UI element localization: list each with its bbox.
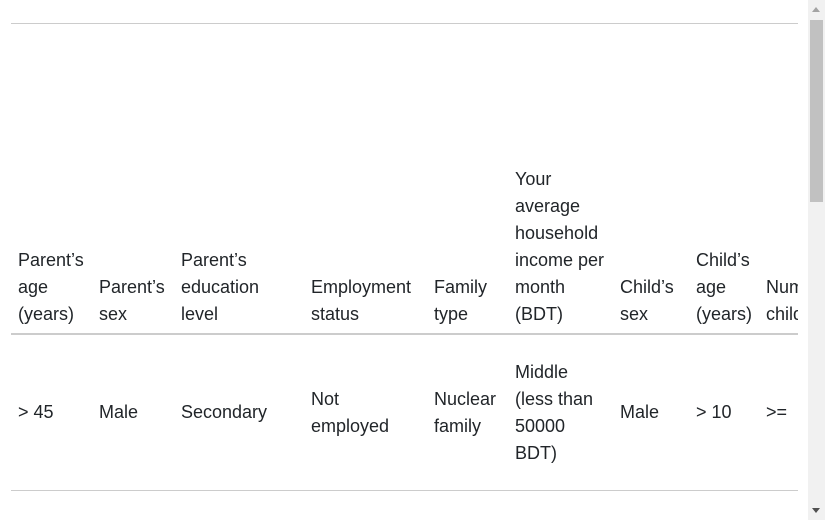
column-header: Employment status <box>304 23 427 335</box>
table-head: Parent’s age (years) Parent’s sex Parent’s… <box>11 23 798 335</box>
table-cell: Nuclear family <box>427 334 508 491</box>
table-cell: Not employed <box>304 334 427 491</box>
column-header: Parent’s education level <box>174 23 304 335</box>
table-cell: > 10 <box>689 334 759 491</box>
header-row: Parent’s age (years) Parent’s sex Parent’s… <box>11 23 798 335</box>
column-header: Number of children <box>759 23 798 335</box>
viewport: Parent’s age (years) Parent’s sex Parent’s… <box>11 23 798 491</box>
scroll-down[interactable] <box>812 508 820 513</box>
column-header: Parent’s sex <box>92 23 174 335</box>
table-row: > 45 Male Secondary Not employed Nuclear fam… <box>11 334 798 491</box>
table-wrapper: Parent’s age (years) Parent’s sex Parent’s… <box>11 23 798 491</box>
table-cell: Male <box>613 334 689 491</box>
scroll-thumb[interactable] <box>810 20 823 202</box>
table-cell: Middle (less than 50000 BDT) <box>508 334 613 491</box>
column-header: Your average household income per month … <box>508 23 613 335</box>
table-cell: > 45 <box>11 334 92 491</box>
data-table: Parent’s age (years) Parent’s sex Parent’s… <box>11 23 798 491</box>
column-header: Child’s age (years) <box>689 23 759 335</box>
column-header: Family type <box>427 23 508 335</box>
column-header: Child’s sex <box>613 23 689 335</box>
table-cell: >= <box>759 334 798 491</box>
table-cell: Secondary <box>174 334 304 491</box>
table-body: > 45 Male Secondary Not employed Nuclear fam… <box>11 334 798 491</box>
table-cell: Male <box>92 334 174 491</box>
scroll-up[interactable] <box>812 7 820 12</box>
column-header: Parent’s age (years) <box>11 23 92 335</box>
scrollbar[interactable] <box>808 0 825 520</box>
